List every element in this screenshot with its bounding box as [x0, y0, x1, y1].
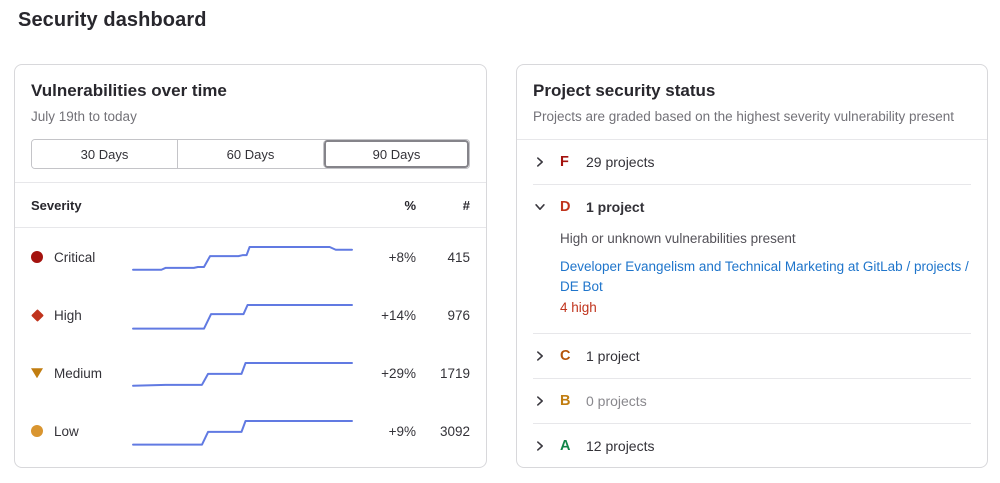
chevron-right-icon: [533, 439, 547, 453]
severity-row-critical: Critical +8% 415: [15, 228, 486, 286]
vulnerability-count-value: 3092: [439, 423, 470, 439]
project-security-header: Project security status Projects are gra…: [517, 65, 987, 139]
severity-row-high: High +14% 976: [15, 286, 486, 344]
project-security-title: Project security status: [533, 81, 716, 100]
range-30-days-button[interactable]: 30 Days: [32, 140, 177, 169]
project-link[interactable]: Developer Evangelism and Technical Marke…: [560, 259, 969, 295]
grade-divider: [533, 332, 971, 334]
grade-d-expanded-content: High or unknown vulnerabilities present …: [533, 229, 971, 333]
percent-change-value: +29%: [381, 365, 416, 381]
severity-row-medium: Medium +29% 1719: [15, 344, 486, 402]
medium-sparkline-chart: [131, 353, 354, 393]
grade-count-label: 29 projects: [586, 154, 655, 171]
grade-row-b[interactable]: B 0 projects: [533, 379, 971, 423]
grade-row-a[interactable]: A 12 projects: [533, 424, 971, 468]
percent-column-header: %: [404, 197, 416, 213]
grade-letter-a: A: [560, 437, 571, 454]
severity-row-low: Low +9% 3092: [15, 402, 486, 460]
grade-row-c[interactable]: C 1 project: [533, 334, 971, 378]
vulnerabilities-panel: Vulnerabilities over time July 19th to t…: [14, 64, 487, 468]
severity-label: High: [54, 307, 82, 323]
severity-medium-icon: [31, 368, 43, 379]
page-title: Security dashboard: [18, 9, 207, 31]
grade-divider: [533, 422, 971, 424]
header-divider: [517, 139, 987, 141]
grade-letter-f: F: [560, 154, 569, 171]
severity-label: Medium: [54, 365, 103, 381]
project-security-subtitle: Projects are graded based on the highest…: [533, 109, 954, 124]
grade-list: F 29 projects D 1 project High or unknow…: [517, 140, 987, 474]
grade-row-f[interactable]: F 29 projects: [533, 140, 971, 184]
grade-divider: [533, 184, 971, 186]
severity-label: Critical: [54, 249, 96, 265]
grade-description: High or unknown vulnerabilities present: [560, 231, 796, 247]
table-header-divider: [15, 227, 486, 229]
grade-count-label: 0 projects: [586, 392, 647, 409]
chevron-right-icon: [533, 349, 547, 363]
chevron-down-icon: [533, 200, 547, 214]
range-60-days-button[interactable]: 60 Days: [177, 140, 323, 169]
grade-divider: [533, 377, 971, 379]
grade-letter-d: D: [560, 199, 571, 216]
range-90-days-button[interactable]: 90 Days: [323, 140, 469, 169]
grade-section-d: D 1 project High or unknown vulnerabilit…: [533, 185, 971, 333]
chevron-right-icon: [533, 394, 547, 408]
time-range-button-group: 30 Days 60 Days 90 Days: [31, 139, 470, 170]
project-security-panel: Project security status Projects are gra…: [516, 64, 988, 468]
percent-change-value: +8%: [388, 249, 416, 265]
percent-change-value: +14%: [381, 307, 416, 323]
count-column-header: #: [462, 197, 470, 213]
vulnerability-count-value: 976: [447, 307, 470, 323]
vulnerabilities-title: Vulnerabilities over time: [31, 81, 227, 100]
chevron-right-icon: [533, 155, 547, 169]
grade-count-label: 12 projects: [586, 437, 655, 454]
severity-column-header: Severity: [31, 197, 82, 213]
low-sparkline-chart: [131, 411, 354, 451]
vulnerabilities-panel-header: Vulnerabilities over time July 19th to t…: [15, 65, 486, 182]
severity-critical-icon: [31, 251, 43, 264]
header-divider: [15, 182, 486, 184]
grade-count-label: 1 project: [586, 199, 645, 216]
grade-count-label: 1 project: [586, 347, 640, 364]
vulnerability-count-value: 415: [447, 249, 470, 265]
severity-label: Low: [54, 423, 79, 439]
severity-low-icon: [31, 425, 43, 438]
grade-letter-c: C: [560, 347, 571, 364]
critical-sparkline-chart: [131, 237, 354, 277]
grade-letter-b: B: [560, 392, 571, 409]
percent-change-value: +9%: [388, 423, 416, 439]
grade-row-d[interactable]: D 1 project: [533, 185, 971, 229]
severity-table-header: Severity % #: [15, 183, 486, 227]
vulnerabilities-date-range: July 19th to today: [31, 109, 137, 124]
vulnerability-finding-label: 4 high: [560, 299, 597, 315]
severity-high-icon: [30, 308, 44, 322]
vulnerability-count-value: 1719: [439, 365, 470, 381]
high-sparkline-chart: [131, 295, 354, 335]
